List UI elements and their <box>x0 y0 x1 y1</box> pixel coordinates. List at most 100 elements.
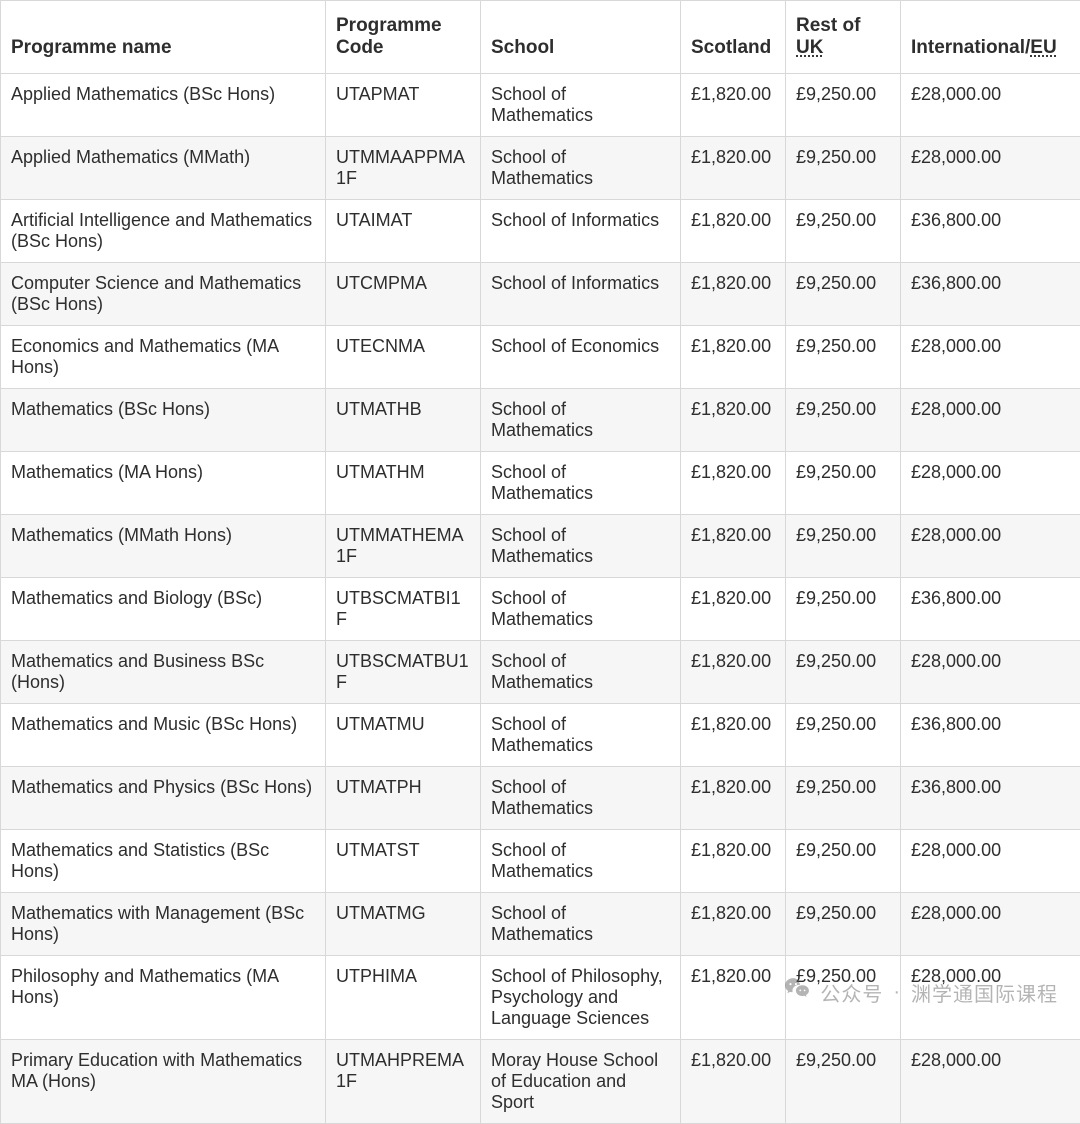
cell-restuk-fee: £9,250.00 <box>786 137 901 200</box>
cell-school: School of Mathematics <box>481 74 681 137</box>
programme-fees-table: Programme name Programme Code School Sco… <box>0 0 1080 1124</box>
table-row: Artificial Intelligence and Mathematics … <box>1 200 1080 263</box>
cell-restuk-fee: £9,250.00 <box>786 956 901 1040</box>
table-row: Mathematics with Management (BSc Hons)UT… <box>1 893 1080 956</box>
cell-restuk-fee: £9,250.00 <box>786 326 901 389</box>
cell-international-fee: £36,800.00 <box>901 200 1080 263</box>
table-row: Mathematics (MMath Hons)UTMMATHEMA1FScho… <box>1 515 1080 578</box>
table-row: Mathematics and Business BSc (Hons)UTBSC… <box>1 641 1080 704</box>
cell-scotland-fee: £1,820.00 <box>681 578 786 641</box>
cell-programme-code: UTMATMU <box>326 704 481 767</box>
cell-restuk-fee: £9,250.00 <box>786 1040 901 1124</box>
cell-restuk-fee: £9,250.00 <box>786 452 901 515</box>
cell-international-fee: £28,000.00 <box>901 830 1080 893</box>
col-header-scotland: Scotland <box>681 1 786 74</box>
cell-programme-code: UTMATMG <box>326 893 481 956</box>
cell-international-fee: £28,000.00 <box>901 389 1080 452</box>
cell-restuk-fee: £9,250.00 <box>786 200 901 263</box>
cell-scotland-fee: £1,820.00 <box>681 641 786 704</box>
cell-programme-code: UTECNMA <box>326 326 481 389</box>
cell-international-fee: £28,000.00 <box>901 893 1080 956</box>
cell-programme-code: UTCMPMA <box>326 263 481 326</box>
cell-programme-name: Mathematics with Management (BSc Hons) <box>1 893 326 956</box>
cell-school: School of Mathematics <box>481 137 681 200</box>
cell-programme-code: UTMAHPREMA1F <box>326 1040 481 1124</box>
cell-programme-name: Mathematics (MA Hons) <box>1 452 326 515</box>
table-row: Mathematics and Physics (BSc Hons)UTMATP… <box>1 767 1080 830</box>
cell-restuk-fee: £9,250.00 <box>786 641 901 704</box>
cell-school: School of Mathematics <box>481 830 681 893</box>
table-body: Applied Mathematics (BSc Hons)UTAPMATSch… <box>1 74 1080 1124</box>
cell-scotland-fee: £1,820.00 <box>681 830 786 893</box>
table-row: Mathematics and Music (BSc Hons)UTMATMUS… <box>1 704 1080 767</box>
cell-international-fee: £36,800.00 <box>901 578 1080 641</box>
cell-restuk-fee: £9,250.00 <box>786 389 901 452</box>
cell-scotland-fee: £1,820.00 <box>681 893 786 956</box>
table-row: Applied Mathematics (MMath)UTMMAAPPMA1FS… <box>1 137 1080 200</box>
cell-scotland-fee: £1,820.00 <box>681 452 786 515</box>
cell-programme-code: UTAIMAT <box>326 200 481 263</box>
rest-of-uk-prefix: Rest of <box>796 15 860 36</box>
cell-restuk-fee: £9,250.00 <box>786 263 901 326</box>
cell-school: School of Economics <box>481 326 681 389</box>
cell-programme-name: Philosophy and Mathematics (MA Hons) <box>1 956 326 1040</box>
cell-programme-code: UTPHIMA <box>326 956 481 1040</box>
cell-programme-code: UTMATHM <box>326 452 481 515</box>
cell-programme-name: Economics and Mathematics (MA Hons) <box>1 326 326 389</box>
cell-programme-name: Mathematics (BSc Hons) <box>1 389 326 452</box>
cell-programme-name: Computer Science and Mathematics (BSc Ho… <box>1 263 326 326</box>
col-header-school: School <box>481 1 681 74</box>
cell-international-fee: £36,800.00 <box>901 704 1080 767</box>
table-header-row: Programme name Programme Code School Sco… <box>1 1 1080 74</box>
cell-scotland-fee: £1,820.00 <box>681 1040 786 1124</box>
cell-programme-code: UTBSCMATBI1F <box>326 578 481 641</box>
cell-international-fee: £28,000.00 <box>901 641 1080 704</box>
cell-programme-name: Mathematics and Physics (BSc Hons) <box>1 767 326 830</box>
cell-scotland-fee: £1,820.00 <box>681 704 786 767</box>
cell-school: Moray House School of Education and Spor… <box>481 1040 681 1124</box>
table-row: Mathematics (BSc Hons)UTMATHBSchool of M… <box>1 389 1080 452</box>
cell-school: School of Mathematics <box>481 641 681 704</box>
cell-international-fee: £28,000.00 <box>901 452 1080 515</box>
cell-school: School of Mathematics <box>481 767 681 830</box>
cell-scotland-fee: £1,820.00 <box>681 74 786 137</box>
cell-restuk-fee: £9,250.00 <box>786 704 901 767</box>
table-row: Applied Mathematics (BSc Hons)UTAPMATSch… <box>1 74 1080 137</box>
cell-school: School of Informatics <box>481 263 681 326</box>
cell-school: School of Mathematics <box>481 704 681 767</box>
cell-school: School of Mathematics <box>481 893 681 956</box>
cell-scotland-fee: £1,820.00 <box>681 389 786 452</box>
cell-scotland-fee: £1,820.00 <box>681 326 786 389</box>
cell-school: School of Mathematics <box>481 578 681 641</box>
cell-programme-name: Mathematics and Business BSc (Hons) <box>1 641 326 704</box>
table-row: Mathematics and Statistics (BSc Hons)UTM… <box>1 830 1080 893</box>
cell-scotland-fee: £1,820.00 <box>681 515 786 578</box>
cell-programme-code: UTMMATHEMA1F <box>326 515 481 578</box>
cell-restuk-fee: £9,250.00 <box>786 74 901 137</box>
cell-international-fee: £36,800.00 <box>901 767 1080 830</box>
cell-school: School of Mathematics <box>481 389 681 452</box>
cell-programme-name: Primary Education with Mathematics MA (H… <box>1 1040 326 1124</box>
table-row: Economics and Mathematics (MA Hons)UTECN… <box>1 326 1080 389</box>
cell-programme-name: Mathematics and Biology (BSc) <box>1 578 326 641</box>
cell-programme-name: Mathematics (MMath Hons) <box>1 515 326 578</box>
col-header-rest-of-uk: Rest of UK <box>786 1 901 74</box>
cell-restuk-fee: £9,250.00 <box>786 830 901 893</box>
col-header-programme-name: Programme name <box>1 1 326 74</box>
cell-programme-code: UTMATHB <box>326 389 481 452</box>
cell-school: School of Informatics <box>481 200 681 263</box>
cell-programme-code: UTMATST <box>326 830 481 893</box>
cell-restuk-fee: £9,250.00 <box>786 767 901 830</box>
cell-international-fee: £28,000.00 <box>901 1040 1080 1124</box>
cell-restuk-fee: £9,250.00 <box>786 515 901 578</box>
table-row: Mathematics and Biology (BSc)UTBSCMATBI1… <box>1 578 1080 641</box>
table-row: Computer Science and Mathematics (BSc Ho… <box>1 263 1080 326</box>
col-header-international: International/EU <box>901 1 1080 74</box>
table-row: Philosophy and Mathematics (MA Hons)UTPH… <box>1 956 1080 1040</box>
cell-international-fee: £36,800.00 <box>901 263 1080 326</box>
cell-programme-name: Mathematics and Statistics (BSc Hons) <box>1 830 326 893</box>
cell-school: School of Mathematics <box>481 452 681 515</box>
uk-abbr: UK <box>796 37 823 58</box>
cell-scotland-fee: £1,820.00 <box>681 767 786 830</box>
cell-programme-code: UTMMAAPPMA1F <box>326 137 481 200</box>
